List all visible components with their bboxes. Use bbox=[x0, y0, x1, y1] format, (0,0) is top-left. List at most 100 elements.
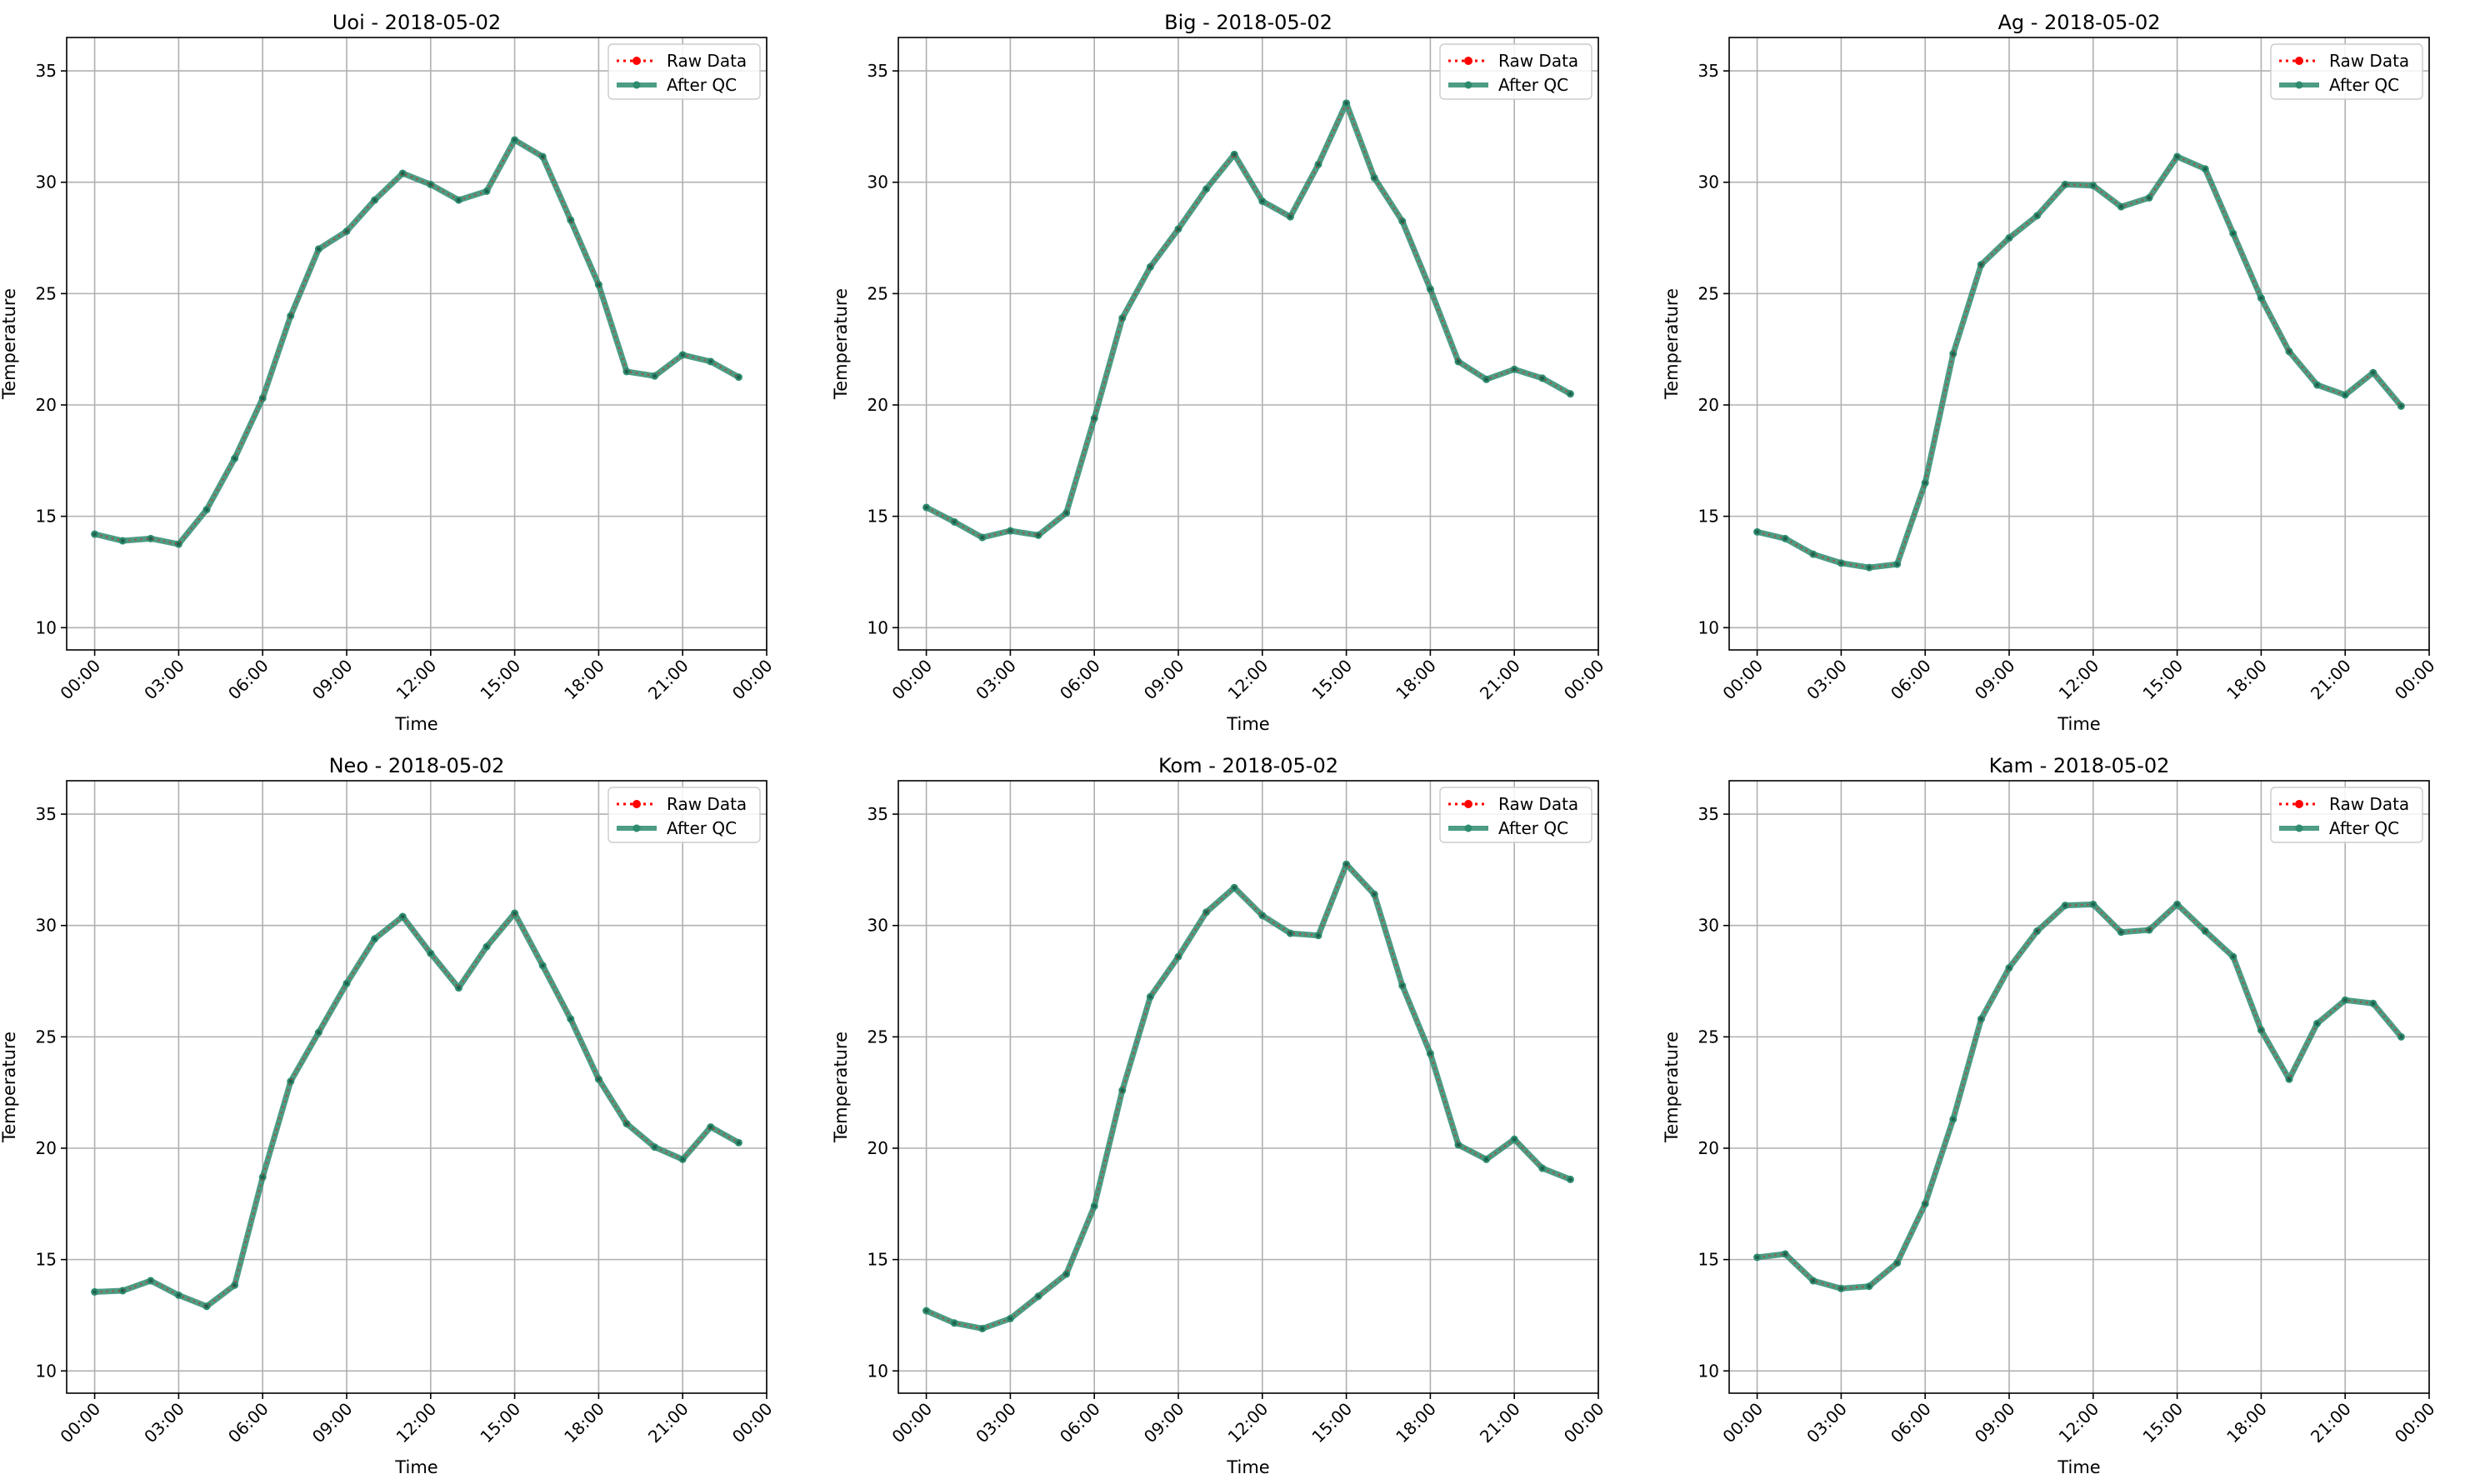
x-tick-label: 03:00 bbox=[140, 656, 188, 704]
y-axis-label: Temperature bbox=[1662, 1032, 1682, 1143]
raw-data-point bbox=[1783, 537, 1788, 541]
y-tick-label: 30 bbox=[1698, 916, 1719, 936]
subplot-title: Big - 2018-05-02 bbox=[1164, 11, 1332, 34]
legend-qc-label: After QC bbox=[667, 818, 737, 838]
raw-data-point bbox=[401, 914, 405, 919]
x-tick-label: 00:00 bbox=[888, 1399, 936, 1447]
raw-data-line bbox=[1757, 902, 2402, 1290]
raw-data-point bbox=[1344, 862, 1348, 867]
raw-data-point bbox=[232, 1283, 237, 1287]
raw-data-point bbox=[317, 247, 321, 252]
raw-data-point bbox=[1344, 101, 1348, 106]
raw-data-point bbox=[597, 1077, 601, 1082]
y-tick-label: 10 bbox=[36, 617, 57, 637]
raw-data-point bbox=[1372, 176, 1377, 180]
raw-data-point bbox=[372, 937, 377, 941]
x-tick-label: 03:00 bbox=[140, 1399, 188, 1447]
raw-data-point bbox=[261, 1175, 265, 1179]
x-tick-label: 21:00 bbox=[2307, 656, 2355, 704]
raw-data-point bbox=[372, 197, 377, 202]
raw-data-point bbox=[2007, 966, 2012, 970]
y-tick-label: 10 bbox=[1698, 1361, 1719, 1381]
x-tick-label: 09:00 bbox=[308, 1399, 357, 1447]
raw-data-point bbox=[2119, 930, 2123, 934]
y-tick-label: 30 bbox=[36, 172, 57, 192]
x-tick-label: 00:00 bbox=[56, 656, 104, 704]
after-qc-line bbox=[94, 910, 741, 1310]
x-tick-label: 06:00 bbox=[1056, 1399, 1104, 1447]
legend-qc-label: After QC bbox=[2329, 818, 2399, 838]
raw-data-line bbox=[1757, 155, 2402, 569]
legend-raw-marker bbox=[632, 800, 641, 808]
raw-data-point bbox=[1204, 910, 1208, 914]
raw-data-point bbox=[92, 1290, 97, 1294]
legend-qc-label: After QC bbox=[1498, 818, 1568, 838]
y-axis-label: Temperature bbox=[0, 1032, 19, 1143]
y-tick-label: 20 bbox=[36, 395, 57, 415]
axes-frame bbox=[1728, 780, 2430, 1394]
raw-data-point bbox=[2287, 1077, 2292, 1082]
y-tick-label: 30 bbox=[868, 172, 888, 192]
y-tick-label: 35 bbox=[36, 61, 57, 81]
raw-data-point bbox=[232, 456, 237, 461]
raw-data-point bbox=[2231, 954, 2235, 959]
raw-data-point bbox=[1839, 561, 1843, 565]
legend-raw-marker bbox=[1464, 57, 1472, 65]
legend: Raw Data After QC bbox=[2270, 787, 2423, 843]
x-tick-label: 00:00 bbox=[1718, 1399, 1767, 1447]
x-tick-label: 03:00 bbox=[972, 1399, 1020, 1447]
y-tick-label: 25 bbox=[36, 1027, 57, 1047]
legend-raw-label: Raw Data bbox=[2329, 51, 2409, 71]
raw-data-point bbox=[484, 189, 489, 193]
raw-data-point bbox=[1176, 227, 1181, 232]
after-qc-line bbox=[924, 100, 1572, 541]
raw-data-point bbox=[737, 1141, 741, 1145]
legend-qc-marker bbox=[1464, 81, 1472, 89]
subplot-2: Big - 2018-05-02 10 15 20 25 30 35 00:00 03:00 06… bbox=[831, 11, 1608, 734]
raw-data-point bbox=[1895, 562, 1899, 567]
legend-raw-label: Raw Data bbox=[667, 794, 747, 814]
x-tick-label: 12:00 bbox=[2055, 656, 2103, 704]
raw-data-point bbox=[2371, 1002, 2375, 1006]
raw-data-point bbox=[952, 520, 957, 524]
y-tick-label: 30 bbox=[1698, 172, 1719, 192]
subplot-5: Kom - 2018-05-02 10 15 20 25 30 35 00:00 03:00 06… bbox=[831, 754, 1608, 1477]
y-tick-label: 25 bbox=[868, 283, 888, 303]
raw-data-point bbox=[1400, 219, 1405, 223]
raw-data-point bbox=[1951, 352, 1955, 356]
x-axis-label: Time bbox=[1226, 714, 1269, 734]
raw-data-point bbox=[1895, 1261, 1899, 1265]
legend-qc-marker bbox=[632, 824, 641, 832]
x-tick-label: 00:00 bbox=[728, 1399, 777, 1447]
x-tick-label: 21:00 bbox=[1476, 656, 1524, 704]
raw-data-point bbox=[2399, 1035, 2403, 1039]
legend-qc-marker bbox=[2295, 824, 2303, 832]
raw-data-point bbox=[1755, 1255, 1759, 1260]
raw-data-point bbox=[708, 1125, 712, 1129]
raw-data-point bbox=[2343, 998, 2348, 1002]
x-tick-label: 12:00 bbox=[2055, 1399, 2103, 1447]
x-tick-label: 12:00 bbox=[392, 1399, 441, 1447]
x-tick-label: 21:00 bbox=[2307, 1399, 2355, 1447]
y-tick-label: 25 bbox=[868, 1027, 888, 1047]
raw-data-point bbox=[652, 374, 657, 378]
subplot-title: Kom - 2018-05-02 bbox=[1158, 754, 1338, 777]
raw-data-point bbox=[121, 1288, 125, 1293]
legend: Raw Data After QC bbox=[2270, 43, 2423, 100]
raw-data-point bbox=[2035, 213, 2039, 218]
x-tick-label: 06:00 bbox=[1887, 1399, 1935, 1447]
raw-data-point bbox=[1540, 376, 1545, 381]
y-tick-label: 35 bbox=[1698, 804, 1719, 824]
raw-data-point bbox=[1568, 392, 1572, 396]
raw-data-point bbox=[1923, 481, 1928, 485]
raw-data-point bbox=[1951, 1117, 1955, 1122]
raw-data-point bbox=[1428, 1052, 1432, 1056]
x-tick-label: 21:00 bbox=[1476, 1399, 1524, 1447]
axes-frame bbox=[898, 37, 1599, 651]
raw-data-point bbox=[1372, 892, 1377, 897]
raw-data-point bbox=[121, 538, 125, 543]
y-tick-label: 25 bbox=[1698, 1027, 1719, 1047]
y-tick-label: 15 bbox=[1698, 507, 1719, 527]
raw-data-point bbox=[1036, 1294, 1041, 1298]
